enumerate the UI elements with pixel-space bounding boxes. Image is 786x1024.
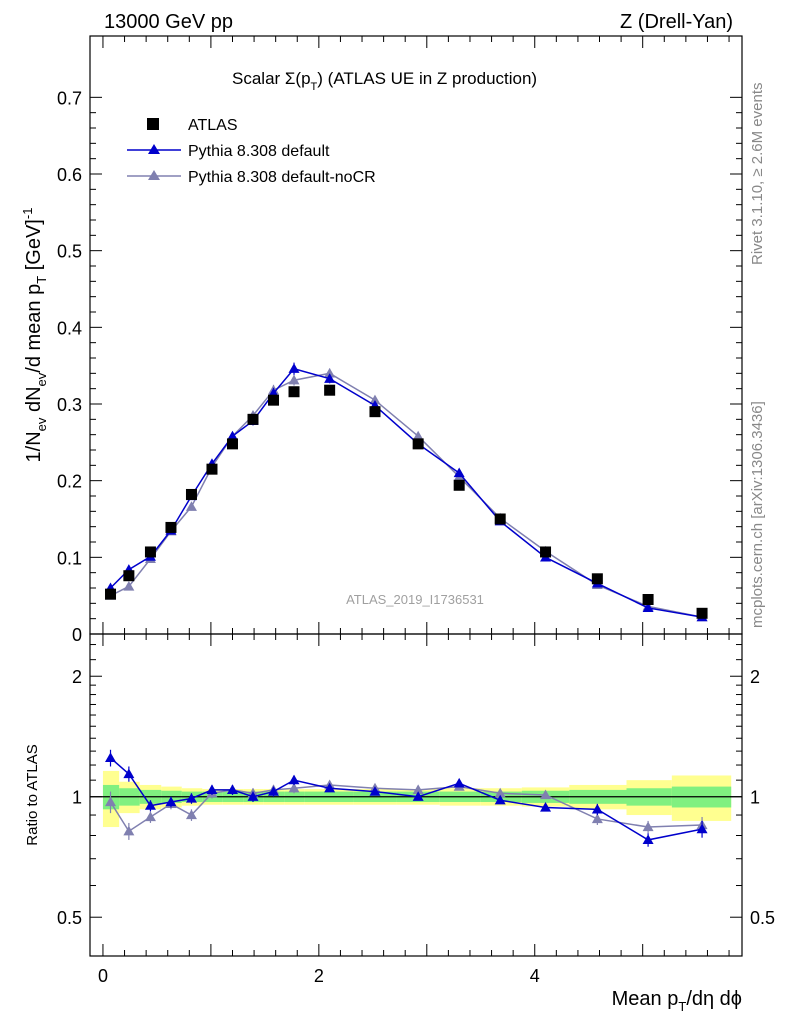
atlas-point (453, 479, 465, 491)
nocr-point (369, 394, 381, 405)
atlas-point (642, 594, 654, 605)
ratio-nocr-point (105, 796, 117, 807)
ratio-default-point (540, 801, 552, 812)
ratio-default-point (144, 800, 156, 810)
atlas-point (591, 573, 603, 585)
ratio-plot-frame (89, 633, 743, 957)
nocr-line (110, 372, 703, 618)
legend-marker-default (148, 144, 160, 154)
main-y-axis-label: 1/Nev dNev/d mean pT [GeV]-1 (20, 208, 49, 463)
ratio-ytick-label: 0.5 (57, 908, 82, 928)
ratio-nocr-point (642, 821, 654, 832)
ratio-nocr-point (123, 825, 135, 836)
ratio-nocr-point (185, 809, 197, 820)
ratio-default-point (206, 784, 218, 795)
nocr-point (412, 430, 424, 441)
ratio-ytick-label-right: 1 (750, 788, 760, 808)
ratio-plot-marks: 0 2 4 0.5 0.5 1 1 2 2 (57, 634, 775, 986)
ratio-ytick-label-right: 0.5 (750, 908, 775, 928)
ratio-default-point (105, 752, 117, 763)
main-ytick-label: 0.4 (57, 318, 82, 338)
ratio-default-point (696, 823, 708, 834)
legend: ATLAS Pythia 8.308 default Pythia 8.308 … (127, 117, 376, 186)
main-ytick-label: 0.3 (57, 395, 82, 415)
ratio-default-point (185, 792, 197, 803)
atlas-point (494, 513, 506, 525)
ratio-default-point (165, 796, 177, 807)
ratio-default-point (591, 803, 603, 814)
analysis-watermark: ATLAS_2019_I1736531 (346, 592, 484, 607)
ratio-nocr-point (591, 813, 603, 824)
ratio-xtick-label: 2 (314, 966, 324, 986)
atlas-point (288, 386, 300, 398)
ratio-nocr-point (288, 782, 300, 793)
default-point (642, 602, 654, 613)
default-point (288, 363, 300, 373)
atlas-point (185, 488, 197, 500)
ratio-y-axis-label: Ratio to ATLAS (24, 744, 41, 845)
main-ytick-label: 0.5 (57, 242, 82, 262)
header-right: Z (Drell-Yan) (620, 11, 733, 33)
atlas-point (324, 384, 336, 396)
main-ytick-label: 0.1 (57, 548, 82, 568)
ratio-default-point (642, 834, 654, 845)
main-ytick-label: 0 (72, 625, 82, 645)
nocr-point (324, 367, 336, 378)
ratio-default-point (123, 768, 135, 779)
atlas-point (268, 394, 280, 406)
atlas-point (369, 406, 381, 418)
legend-marker-nocr (148, 170, 160, 180)
ratio-default-point (288, 774, 300, 785)
atlas-point (226, 438, 238, 450)
ratio-default-point (369, 786, 381, 796)
legend-label-atlas: ATLAS (188, 117, 238, 134)
ratio-default-point (268, 786, 280, 796)
atlas-point (247, 413, 259, 425)
atlas-point (144, 546, 156, 558)
nocr-point (123, 580, 135, 591)
default-point (453, 467, 465, 478)
ratio-ytick-label: 2 (72, 667, 82, 687)
ratio-nocr-point (412, 784, 424, 795)
ratio-nocr-point (144, 811, 156, 822)
x-axis-label: Mean pT/dη dϕ (612, 988, 742, 1014)
default-point (324, 373, 336, 383)
main-ytick-label: 0.7 (57, 88, 82, 108)
legend-marker-atlas (147, 118, 159, 130)
ratio-nocr-point (540, 789, 552, 800)
main-ytick-label: 0.6 (57, 165, 82, 185)
rivet-label: Rivet 3.1.10, ≥ 2.6M events (749, 83, 766, 266)
atlas-point (540, 546, 552, 558)
ratio-nocr-point (494, 787, 506, 798)
ratio-xtick-label: 4 (530, 966, 540, 986)
ratio-xtick-label: 0 (98, 966, 108, 986)
ratio-default-point (494, 794, 506, 805)
atlas-point (165, 521, 177, 533)
main-plot-marks: 0 0.1 0.2 0.3 0.4 0.5 0.6 0.7 (57, 36, 742, 645)
nocr-point (185, 501, 197, 511)
atlas-point (206, 463, 218, 475)
ratio-default-point (226, 784, 238, 795)
svg-text:1/Nev dNev/d mean pT [GeV]-1: 1/Nev dNev/d mean pT [GeV]-1 (20, 208, 49, 463)
header-left: 13000 GeV pp (104, 11, 233, 33)
atlas-point (123, 570, 135, 582)
main-ytick-label: 0.2 (57, 472, 82, 492)
atlas-point (412, 438, 424, 450)
nocr-point (288, 374, 300, 385)
atlas-point (105, 588, 117, 600)
main-title: Scalar Σ(pT) (ATLAS UE in Z production) (232, 69, 537, 93)
ratio-default-point (324, 782, 336, 793)
default-point (226, 430, 238, 441)
legend-label-nocr: Pythia 8.308 default-noCR (188, 169, 376, 186)
ratio-ytick-label: 1 (72, 788, 82, 808)
ratio-default-point (453, 777, 465, 788)
mcplots-label: mcplots.cern.ch [arXiv:1306.3436] (749, 401, 766, 628)
atlas-point (696, 607, 708, 619)
legend-label-default: Pythia 8.308 default (188, 143, 330, 160)
ratio-default-point (412, 791, 424, 801)
ratio-default-point (247, 791, 259, 801)
ratio-ytick-label-right: 2 (750, 667, 760, 687)
